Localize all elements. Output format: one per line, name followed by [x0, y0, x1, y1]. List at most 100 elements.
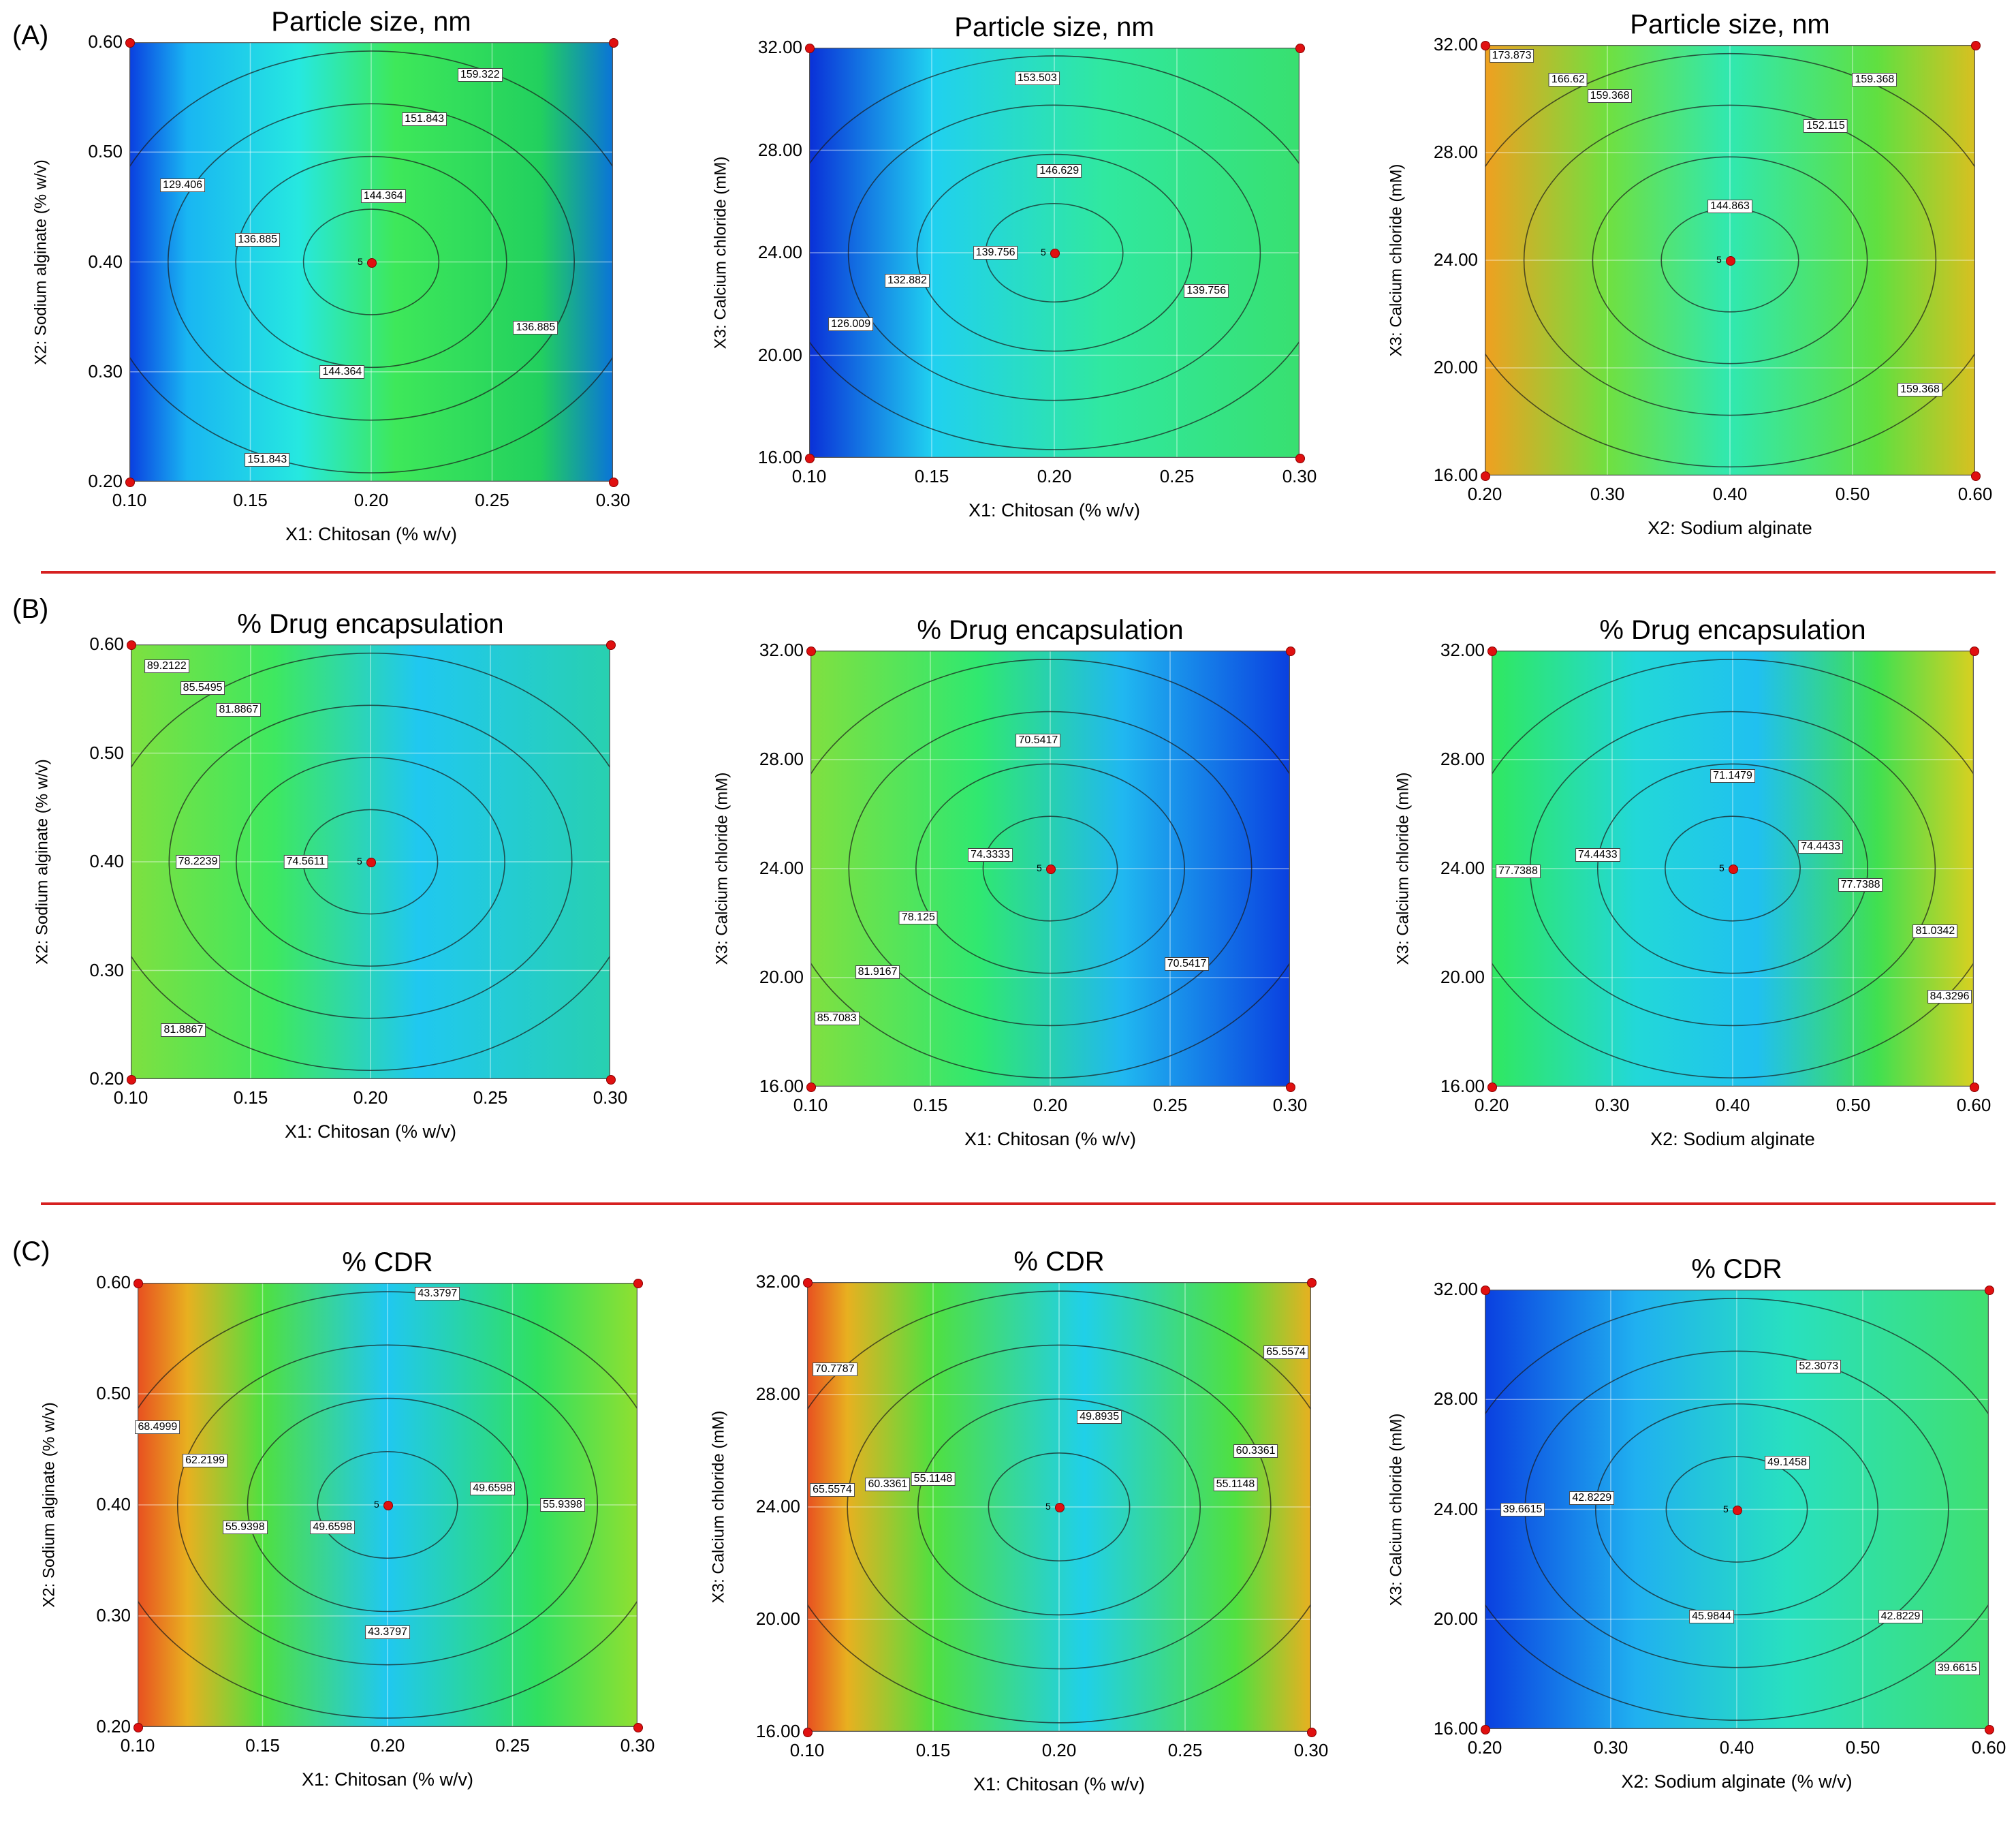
y-axis-label: X3: Calcium chloride (mM) — [710, 156, 729, 349]
design-point — [127, 640, 136, 650]
contour-line — [168, 704, 573, 1019]
contour-line — [176, 1344, 599, 1666]
x-tick-label: 0.20 — [1467, 1737, 1502, 1758]
contour-value-label: 49.1458 — [1765, 1455, 1810, 1469]
plot-frame — [809, 48, 1300, 458]
y-tick-label: 32.00 — [1440, 640, 1485, 660]
contour-value-label: 70.5417 — [1015, 734, 1061, 747]
center-design-point — [1729, 865, 1738, 874]
contour-line — [988, 1452, 1131, 1561]
design-point — [803, 1728, 813, 1737]
x-tick-label: 0.40 — [1719, 1737, 1754, 1758]
center-point-count: 5 — [1719, 862, 1724, 873]
y-tick-label: 16.00 — [759, 1076, 804, 1096]
y-tick-label: 0.40 — [88, 251, 123, 272]
design-point — [806, 1083, 816, 1092]
y-tick-label: 24.00 — [1433, 249, 1478, 270]
x-tick-label: 0.25 — [495, 1735, 530, 1756]
design-point — [609, 38, 618, 48]
center-design-point — [367, 258, 377, 268]
x-tick-label: 0.50 — [1836, 1095, 1871, 1115]
design-point — [1286, 647, 1295, 656]
y-tick-label: 32.00 — [757, 37, 802, 57]
y-tick-label: 0.50 — [88, 141, 123, 162]
y-tick-label: 24.00 — [1440, 858, 1485, 878]
center-design-point — [1726, 256, 1735, 266]
y-tick-label: 20.00 — [757, 344, 802, 365]
y-axis-label: X3: Calcium chloride (mM) — [708, 1410, 727, 1604]
x-tick-label: 0.30 — [1282, 466, 1317, 486]
center-point-count: 5 — [357, 856, 362, 867]
y-tick-label: 24.00 — [757, 242, 802, 262]
contour-line — [129, 50, 613, 473]
x-tick-label: 0.25 — [1167, 1740, 1203, 1760]
design-point — [125, 38, 135, 48]
design-point — [806, 647, 816, 656]
contour-value-label: 49.6598 — [470, 1481, 516, 1495]
y-tick-label: 28.00 — [757, 139, 802, 160]
contour-line — [1596, 763, 1869, 974]
y-axis-label: X2: Sodium alginate (% w/v) — [40, 1402, 59, 1608]
x-axis-label: X1: Chitosan (% w/v) — [285, 524, 458, 544]
contour-line — [131, 653, 610, 1071]
center-design-point — [1055, 1503, 1065, 1512]
contour-value-label: 52.3073 — [1796, 1359, 1842, 1373]
center-design-point — [1733, 1505, 1742, 1515]
contour-value-label: 146.629 — [1037, 164, 1082, 178]
x-tick-label: 0.15 — [915, 1740, 951, 1760]
contour-line — [236, 757, 505, 967]
contour-line — [915, 763, 1185, 974]
contour-value-label: 49.6598 — [310, 1520, 356, 1534]
contour-value-label: 78.2239 — [175, 855, 221, 869]
center-design-point — [383, 1501, 393, 1510]
y-tick-label: 24.00 — [759, 858, 804, 878]
contour-value-label: 68.4999 — [135, 1420, 180, 1434]
x-tick-label: 0.15 — [913, 1095, 948, 1115]
contour-value-label: 84.3296 — [1927, 990, 1972, 1003]
center-point-count: 5 — [1037, 862, 1042, 873]
x-tick-label: 0.15 — [233, 490, 268, 510]
x-tick-label: 0.10 — [113, 1087, 148, 1108]
design-point — [1307, 1728, 1317, 1737]
y-tick-label: 0.30 — [88, 360, 123, 382]
contour-value-label: 60.3361 — [1233, 1444, 1278, 1458]
design-point — [1970, 647, 1979, 656]
contour-value-label: 129.406 — [160, 178, 206, 192]
center-point-count: 5 — [374, 1499, 379, 1510]
y-tick-label: 0.20 — [96, 1716, 131, 1737]
contour-value-label: 89.2122 — [144, 659, 189, 673]
x-tick-label: 0.50 — [1835, 484, 1870, 504]
y-tick-label: 28.00 — [759, 749, 804, 769]
contour-value-label: 144.863 — [1707, 200, 1752, 213]
design-point — [133, 1279, 143, 1288]
contour-line — [1665, 815, 1801, 922]
panel-letter-a: (A) — [12, 20, 49, 50]
x-tick-label: 0.30 — [595, 490, 631, 510]
center-design-point — [1050, 249, 1060, 258]
contour-value-label: 39.6615 — [1500, 1502, 1545, 1516]
design-point — [1295, 454, 1305, 463]
contour-line — [1492, 659, 1974, 1078]
center-design-point — [1046, 865, 1056, 874]
contour-value-label: 43.3797 — [365, 1625, 410, 1640]
contour-line — [807, 1290, 1311, 1724]
y-tick-label: 20.00 — [1433, 357, 1478, 377]
contour-value-label: 74.3333 — [968, 848, 1013, 862]
y-tick-label: 28.00 — [755, 1384, 800, 1404]
contour-line — [917, 1398, 1201, 1616]
contour-line — [1485, 1298, 1989, 1721]
contour-value-label: 65.5574 — [810, 1483, 855, 1497]
center-point-count: 5 — [1041, 247, 1046, 258]
x-tick-label: 0.20 — [1467, 484, 1502, 504]
contour-value-label: 151.843 — [402, 112, 447, 126]
contour-line — [247, 1397, 529, 1613]
x-axis-label: X1: Chitosan (% w/v) — [284, 1121, 457, 1142]
x-axis-label: X1: Chitosan (% w/v) — [968, 500, 1141, 520]
x-axis-label: X2: Sodium alginate — [1650, 1129, 1815, 1149]
design-point — [125, 478, 135, 487]
x-tick-label: 0.10 — [793, 1095, 828, 1115]
contour-line — [317, 1450, 458, 1559]
contour-value-label: 81.9167 — [855, 965, 900, 979]
y-tick-label: 20.00 — [1433, 1608, 1478, 1629]
contour-value-label: 55.9398 — [222, 1520, 268, 1534]
